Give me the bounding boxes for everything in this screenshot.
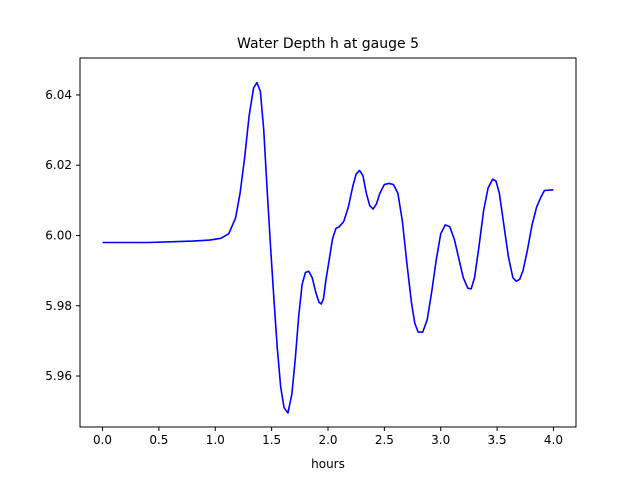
x-tick-label: 3.5 (488, 433, 507, 447)
y-axis: 5.96 5.98 6.00 6.02 6.04 (45, 88, 80, 383)
plot-area (79, 57, 577, 428)
series-line-0 (102, 81, 554, 414)
y-tick-label: 5.96 (45, 369, 72, 383)
x-tick-label: 0.0 (93, 433, 112, 447)
x-axis-label: hours (311, 457, 345, 471)
x-axis: 0.0 0.5 1.0 1.5 2.0 2.5 3.0 3.5 4.0 (93, 427, 563, 447)
x-tick-label: 1.0 (206, 433, 225, 447)
x-tick-label: 3.0 (431, 433, 450, 447)
y-tick-label: 6.02 (45, 158, 72, 172)
chart-title: Water Depth h at gauge 5 (237, 36, 419, 52)
x-tick-label: 2.5 (375, 433, 394, 447)
y-tick-label: 6.04 (45, 88, 72, 102)
y-tick-label: 6.00 (45, 228, 72, 242)
x-tick-label: 1.5 (262, 433, 281, 447)
y-tick-label: 5.98 (45, 299, 72, 313)
x-tick-label: 0.5 (149, 433, 168, 447)
x-tick-label: 4.0 (544, 433, 563, 447)
x-tick-label: 2.0 (318, 433, 337, 447)
